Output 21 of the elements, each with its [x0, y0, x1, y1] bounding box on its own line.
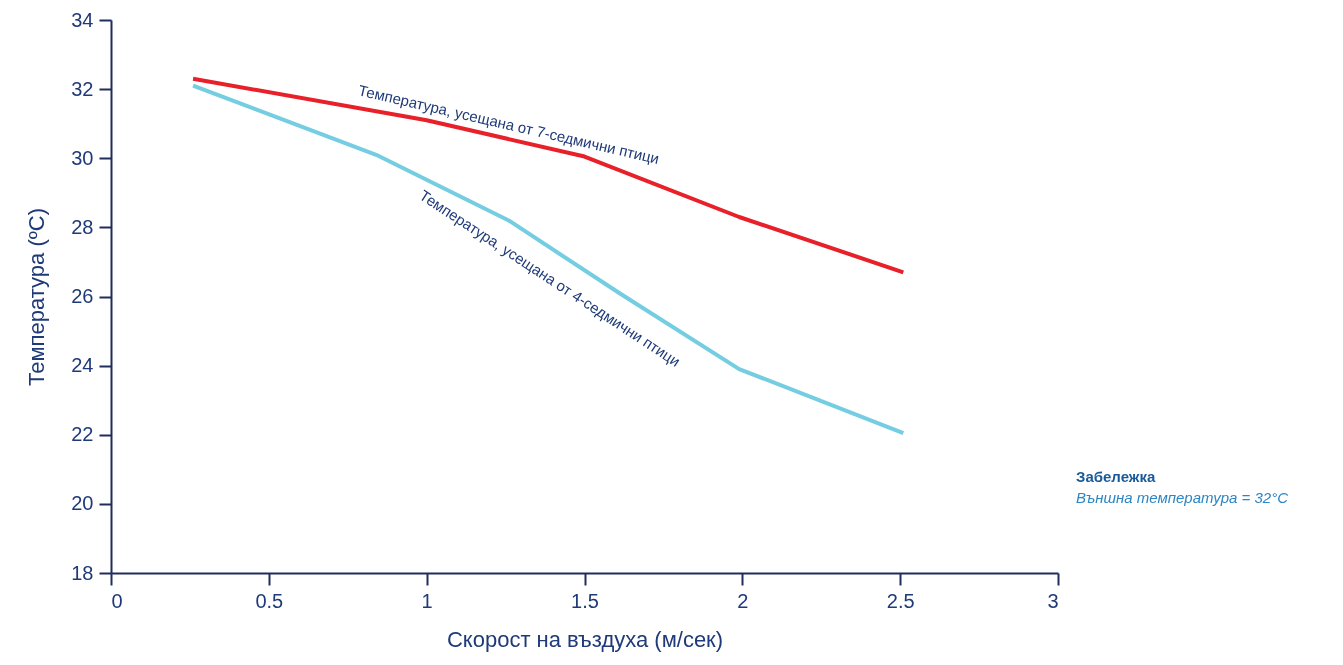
x-tick-label: 2.5 [886, 589, 915, 612]
y-axis-title: Температура (ºC) [24, 208, 50, 386]
y-tick-label: 34 [71, 8, 94, 31]
y-tick-label: 30 [71, 146, 94, 169]
y-tick-label: 24 [71, 354, 94, 377]
x-tick-label: 2 [737, 589, 749, 612]
x-tick-label: 1.5 [571, 589, 599, 612]
y-tick-label: 28 [71, 215, 94, 238]
x-tick-label: 1 [421, 589, 433, 612]
x-tick-label: 0.5 [255, 589, 284, 612]
x-axis-title: Скорост на въздуха (м/сек) [446, 626, 724, 652]
line-series [191, 83, 906, 436]
y-tick-label: 26 [71, 285, 94, 307]
y-tick-label: 18 [71, 561, 94, 584]
text: Външна температура = 32°C [1076, 488, 1288, 508]
y-tick-label: 32 [71, 77, 94, 100]
y-tick-label: 20 [71, 492, 94, 515]
x-tick-label: 0 [111, 589, 123, 612]
text: Забележка [1076, 467, 1157, 487]
y-tick-label: 22 [71, 423, 94, 446]
x-tick-label: 3 [1047, 589, 1059, 612]
